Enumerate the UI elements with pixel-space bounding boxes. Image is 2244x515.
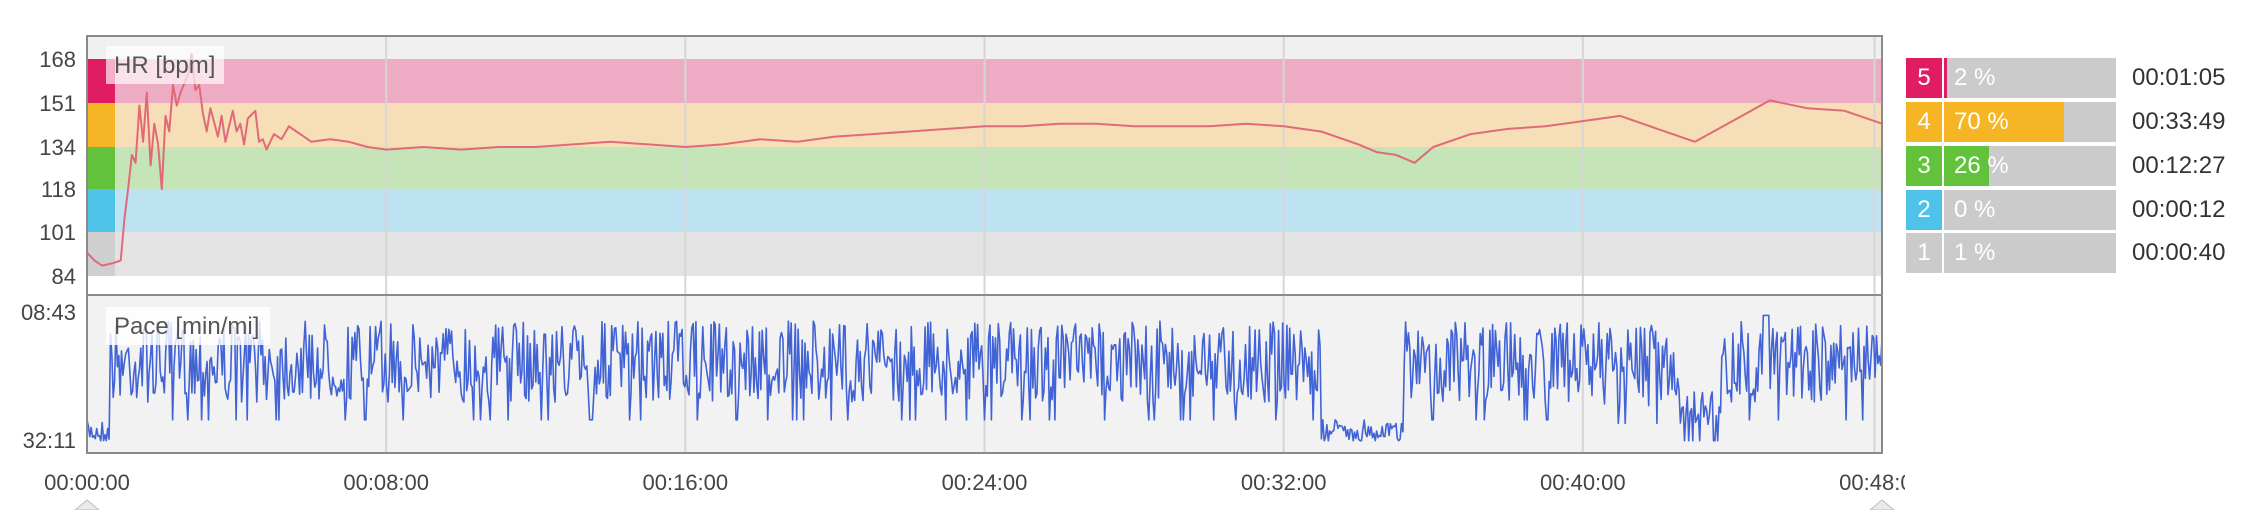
hr-series-line [86,52,1883,267]
pace-series-line [86,314,1883,442]
zone-time-label: 00:00:40 [2132,239,2226,266]
x-tick-label: 00:32:00 [1241,470,1327,495]
x-tick-label: 00:08:00 [343,470,429,495]
zone-bar-fill [1944,102,2065,142]
hr-y-tick-label: 84 [52,264,76,289]
hr-label-bg [106,46,224,84]
zone-bar: 0 % [1944,190,2116,230]
zone-bar: 2 % [1944,58,2116,98]
pace-y-tick-label: 32:11 [23,428,76,453]
zone-time-label: 00:01:05 [2132,64,2226,91]
pace-y-tick-label: 08:43 [21,300,76,325]
zone-time-label: 00:12:27 [2132,152,2226,179]
hr-y-tick-label: 118 [41,177,76,202]
zone-number: 3 [1906,146,1942,186]
hr-zone-marker-3 [87,147,115,189]
zone-number: 1 [1906,233,1942,273]
zone-row-3: 3 26 % 00:12:27 [1906,146,2244,186]
zone-bar-fill [1944,146,1989,186]
x-tick-label: 00:40:00 [1540,470,1626,495]
zone-row-2: 2 0 % 00:00:12 [1906,190,2244,230]
zone-row-1: 1 1 % 00:00:40 [1906,233,2244,273]
pace-panel-label: Pace [min/mi] [114,313,259,340]
zone-percent-label: 2 % [1954,64,1996,91]
zone-number: 5 [1906,58,1942,98]
zone-number: 4 [1906,102,1942,142]
hr-zone-marker-2 [87,189,115,232]
zone-bar: 70 % [1944,102,2116,142]
zone-time-label: 00:00:12 [2132,196,2226,223]
zone-bar: 1 % [1944,233,2116,273]
zone-percent-label: 26 % [1954,152,2009,179]
hr-y-tick-label: 101 [39,220,76,245]
x-tick-label: 00:00:00 [44,470,130,495]
zone-bar: 26 % [1944,146,2116,186]
plot-frame [86,35,1883,454]
hr-panel-label: HR [bpm] [114,52,215,79]
x-tick-label: 00:16:00 [643,470,729,495]
hr-y-tick-label: 151 [39,91,76,116]
zone-bar-fill [1944,58,1948,98]
zone-percent-label: 1 % [1954,239,1996,266]
range-start-handle [73,499,101,511]
zone-percent-label: 0 % [1954,196,1996,223]
zone-bar-fill [1944,233,1946,273]
zone-number: 2 [1906,190,1942,230]
pace-label-bg [106,307,270,345]
hr-y-tick-label: 134 [39,135,76,160]
range-end-handle [1868,499,1896,511]
hr-zone-marker-4 [87,103,115,147]
zone-row-4: 4 70 % 00:33:49 [1906,102,2244,142]
hr-zone-marker-1 [87,232,115,276]
hr-pace-chart: HR [bpm] Pace [min/mi] 168 151 134 118 101 84 08… [21,35,1925,511]
zone-time-label: 00:33:49 [2132,108,2226,135]
zone-row-5: 5 2 % 00:01:05 [1906,58,2244,98]
zone-percent-label: 70 % [1954,108,2009,135]
hr-y-tick-label: 168 [39,47,76,72]
x-tick-label: 00:24:00 [942,470,1028,495]
x-tick-label: 00:48:00 [1839,470,1905,495]
